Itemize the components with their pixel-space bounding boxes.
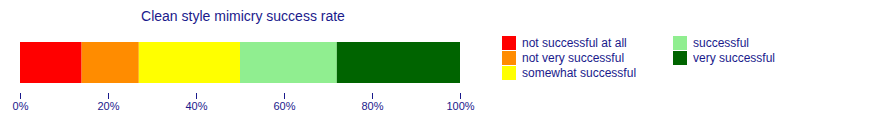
html-text:very successful: very successful [693, 51, 775, 65]
html-text:not successful at all: not successful at all [522, 36, 627, 50]
html-text:somewhat successful: somewhat successful [522, 66, 636, 80]
html-text:Clean style mimicry success ra: Clean style mimicry success rate [141, 7, 345, 24]
svg-text:0%: 0% [13, 100, 29, 112]
svg-text:40%: 40% [185, 100, 207, 112]
html-text:successful: successful [693, 36, 749, 50]
svg-text:100%: 100% [446, 100, 474, 112]
svg-text:60%: 60% [273, 100, 295, 112]
svg-text:20%: 20% [97, 100, 119, 112]
html-text:not very successful: not very successful [522, 51, 624, 65]
svg-text:80%: 80% [361, 100, 383, 112]
